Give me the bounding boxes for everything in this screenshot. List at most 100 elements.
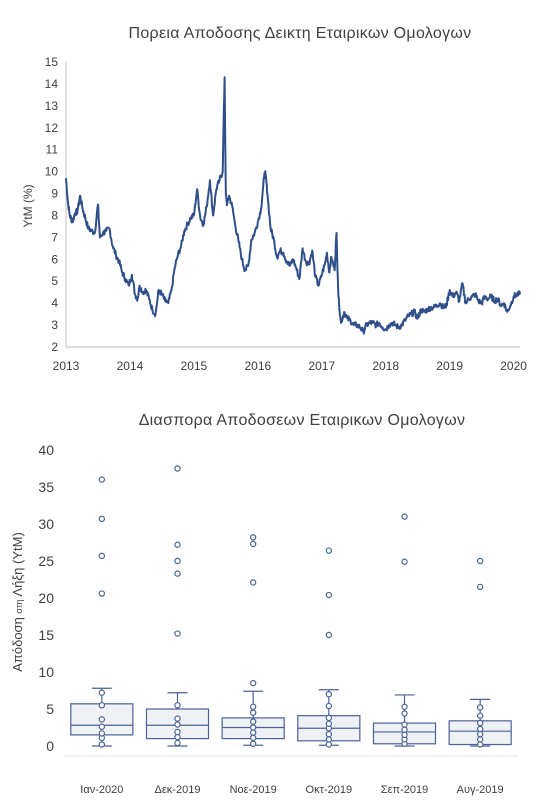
box-3 (221, 534, 285, 747)
box-y-tick-label: 5 (46, 701, 54, 717)
box-chart-boxes (70, 465, 512, 748)
box-category-label: Ιαν-2020 (80, 784, 123, 796)
line-y-tick-label: 15 (45, 55, 59, 69)
data-point (249, 709, 257, 716)
box-chart-title: Διασπορα Αποδοσεων Εταιρικων Ομολογων (139, 412, 466, 429)
box-chart-ylabel: Απόδοση στη Λήξη (YtM) (10, 532, 25, 672)
yield-line-chart: Πορεια Αποδοσης Δεικτη Εταιρικων Ομολογω… (21, 25, 528, 373)
line-y-tick-label: 6 (51, 252, 58, 266)
data-point (401, 721, 408, 728)
line-y-tick-label: 11 (46, 143, 59, 157)
data-point (401, 726, 408, 733)
data-point (476, 719, 484, 727)
data-point (98, 689, 106, 696)
data-point (476, 704, 484, 711)
outlier-point (174, 570, 181, 577)
box-y-tick-label: 25 (38, 553, 54, 569)
line-y-tick-label: 12 (45, 121, 59, 135)
box-category-label: Αυγ-2019 (457, 784, 504, 796)
box-category-label: Δεκ-2019 (155, 784, 201, 796)
box-y-tick-label: 40 (38, 442, 54, 458)
line-chart-x-ticks: 2013 2014 2015 2016 2017 2018 2019 2020 (53, 359, 528, 373)
data-point (249, 703, 257, 710)
data-point (98, 741, 106, 748)
data-point (325, 736, 333, 743)
line-y-tick-label: 3 (51, 318, 58, 332)
data-point (174, 739, 181, 747)
box-category-label: Σεπ-2019 (381, 784, 428, 796)
box-y-tick-label: 0 (46, 738, 54, 754)
line-x-tick-label: 2016 (244, 359, 271, 373)
line-chart-ylabel: YtM (%) (21, 184, 35, 227)
outlier-point (249, 534, 257, 541)
outlier-point (401, 513, 408, 520)
line-chart-axes (65, 62, 520, 348)
line-x-tick-label: 2015 (181, 359, 208, 373)
outlier-point (249, 679, 257, 687)
data-point (174, 728, 181, 736)
outlier-point (476, 557, 484, 565)
outlier-point (249, 540, 257, 548)
line-x-tick-label: 2018 (372, 359, 399, 373)
data-point (401, 731, 408, 739)
data-point (401, 710, 408, 717)
data-point (476, 725, 484, 733)
box-chart-ylabel-part-1: Απόδοση (10, 614, 25, 672)
outlier-point (174, 557, 181, 565)
line-y-tick-label: 4 (51, 296, 58, 310)
outlier-point (174, 465, 181, 472)
data-point (325, 730, 333, 738)
line-chart-title: Πορεια Αποδοσης Δεικτη Εταιρικων Ομολογω… (128, 25, 471, 42)
data-point (476, 741, 484, 748)
data-point (249, 740, 257, 747)
box-2 (145, 465, 210, 747)
box-chart-categories: Ιαν-2020 Δεκ-2019 Νοε-2019 Οκτ-2019 Σεπ-2019… (80, 784, 503, 796)
outlier-point (174, 630, 181, 637)
box-y-tick-label: 30 (38, 516, 54, 532)
line-y-tick-label: 13 (45, 99, 59, 113)
data-point (98, 716, 106, 723)
line-x-tick-label: 2013 (53, 359, 80, 373)
data-point (325, 741, 333, 748)
data-point (174, 702, 181, 709)
line-y-tick-label: 10 (45, 165, 59, 179)
line-y-tick-label: 9 (51, 187, 58, 201)
line-x-tick-label: 2019 (436, 359, 463, 373)
data-point (174, 733, 181, 741)
outlier-point (98, 590, 106, 597)
outlier-point (98, 476, 106, 483)
outlier-point (98, 515, 106, 523)
line-y-tick-label: 14 (45, 77, 59, 91)
data-point (401, 703, 408, 710)
line-x-tick-label: 2017 (308, 359, 335, 373)
data-point (325, 720, 333, 727)
box-y-tick-label: 20 (38, 590, 54, 606)
box-chart-ylabel-part-2: στη (14, 599, 24, 613)
box-6 (448, 557, 512, 748)
data-point (249, 718, 257, 725)
line-chart-y-ticks: 2 3 4 5 6 7 8 9 10 11 12 13 14 15 (45, 55, 59, 354)
line-x-tick-label: 2020 (500, 359, 527, 373)
box-chart-ylabel-part-3: Λήξη (YtM) (10, 532, 25, 599)
outlier-point (98, 552, 106, 560)
data-point (249, 724, 257, 731)
line-x-tick-label: 2014 (117, 359, 144, 373)
line-y-tick-label: 8 (51, 208, 58, 222)
outlier-point (476, 583, 484, 591)
data-point (98, 730, 106, 737)
data-point (249, 729, 257, 736)
outlier-point (174, 541, 181, 548)
data-point (476, 736, 484, 743)
outlier-point (325, 591, 333, 599)
box-4 (297, 547, 361, 748)
box-y-tick-label: 35 (38, 479, 54, 495)
data-point (174, 721, 181, 728)
line-y-tick-label: 7 (51, 230, 58, 244)
outlier-point (249, 579, 257, 586)
data-point (476, 730, 484, 738)
line-y-tick-label: 2 (51, 340, 58, 354)
data-point (249, 734, 257, 742)
line-chart-series (65, 76, 521, 335)
ytm-series-line (65, 76, 521, 335)
yield-box-plot: Διασπορα Αποδοσεων Εταιρικων Ομολογων Απ… (10, 412, 518, 796)
